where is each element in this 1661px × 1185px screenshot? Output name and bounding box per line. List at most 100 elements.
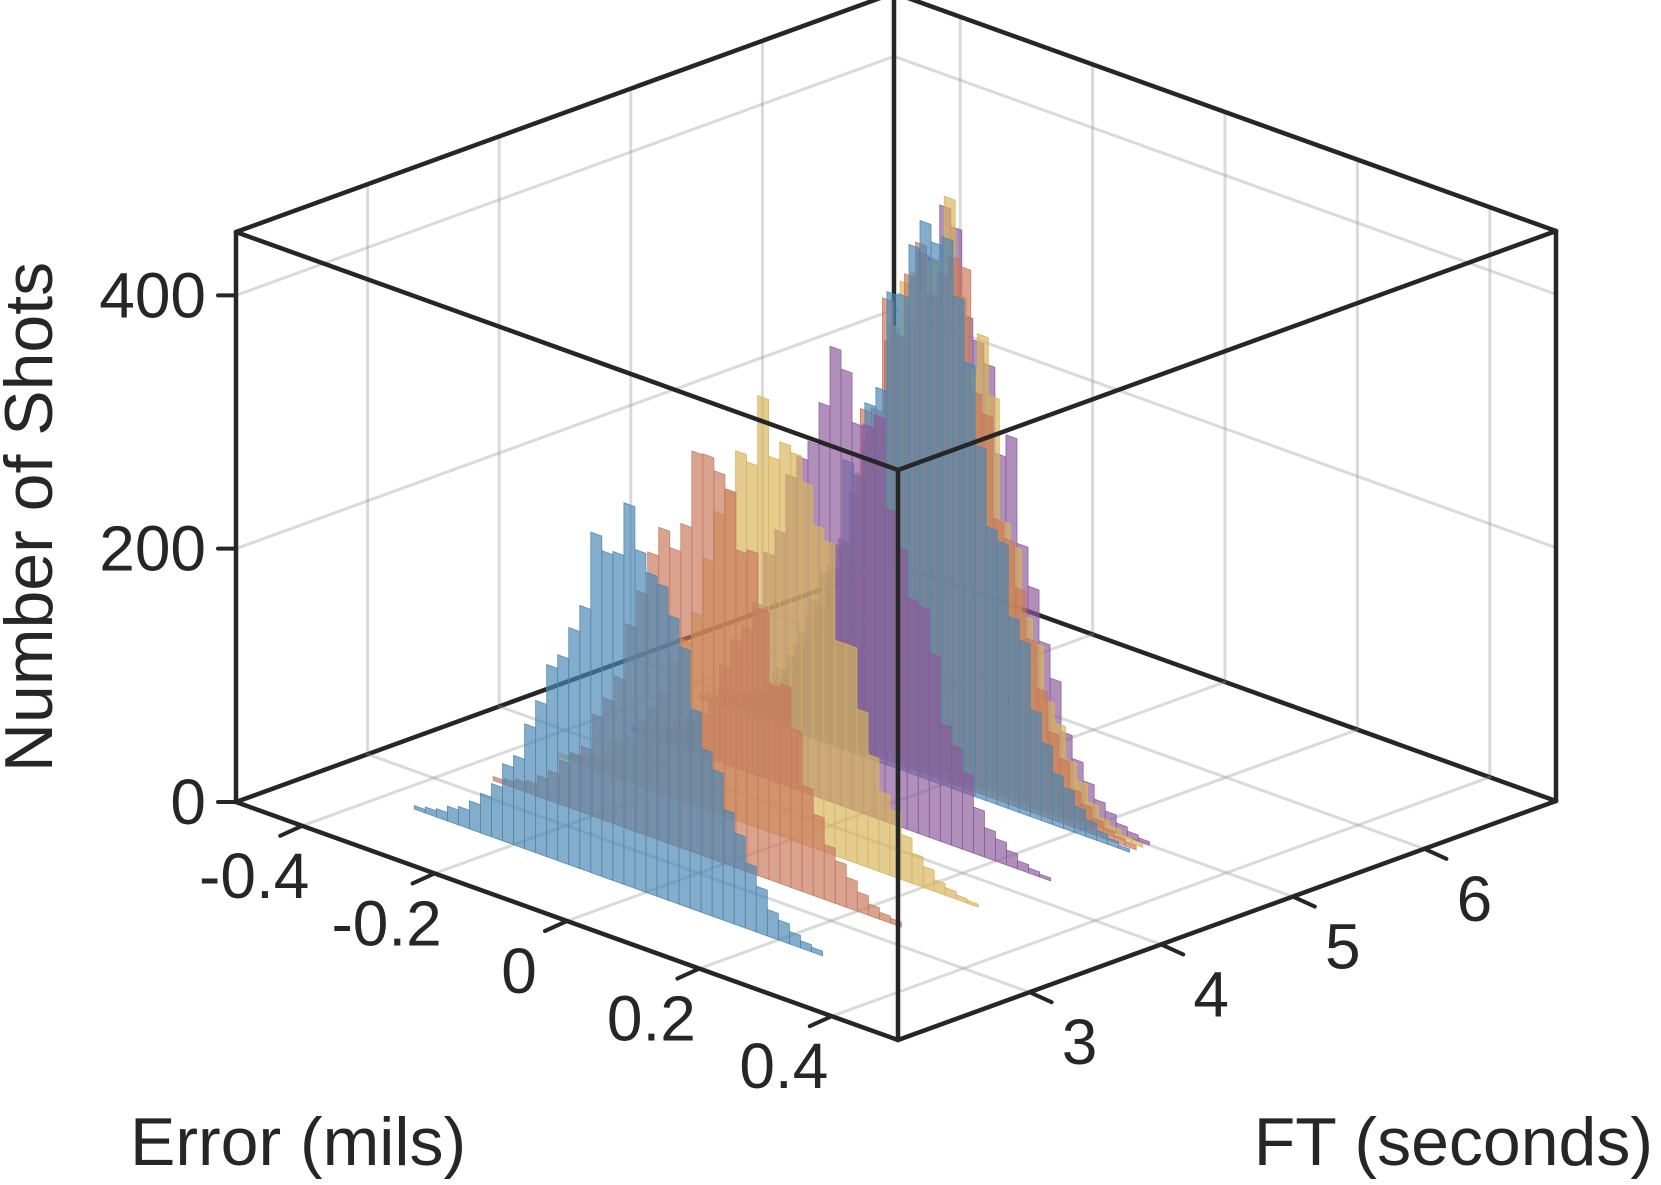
histogram-bar <box>744 862 757 933</box>
histogram-bar <box>623 502 636 889</box>
histogram-bar <box>524 723 537 854</box>
histogram-bar <box>446 805 459 826</box>
grid-line <box>234 54 896 297</box>
x-tick <box>543 919 569 933</box>
histogram-bar <box>900 833 913 884</box>
y-tick-label: 3 <box>1062 1006 1098 1078</box>
grid-line <box>234 308 896 551</box>
histogram-bar <box>590 531 603 878</box>
histogram-bar <box>612 550 625 885</box>
histogram-bar <box>812 813 825 900</box>
histogram-bar <box>1051 772 1064 829</box>
x-tick <box>410 871 437 886</box>
axis-line <box>895 228 1559 473</box>
histogram-bar <box>963 360 976 798</box>
histogram-bar <box>1018 639 1031 818</box>
histogram-bar <box>1074 805 1086 837</box>
x-tick <box>675 966 702 981</box>
x-axis-title: Error (mils) <box>130 1104 466 1180</box>
histogram-bar <box>1120 833 1133 845</box>
histogram-bar <box>823 539 836 857</box>
y-tick <box>1422 846 1449 861</box>
histogram-bar <box>689 707 702 913</box>
histogram-bar <box>777 919 790 945</box>
histogram-bar <box>1007 615 1020 814</box>
y-tick-labels: 3 4 5 6 <box>1062 863 1492 1078</box>
histogram-bar <box>1063 787 1075 833</box>
y-tick <box>1290 894 1317 909</box>
histogram-bar <box>645 571 658 897</box>
histogram-bar <box>856 891 869 916</box>
histogram-bar <box>1124 841 1137 851</box>
histogram-bar <box>1107 837 1119 849</box>
histogram-bar <box>779 683 792 889</box>
x-tick-label: 0.4 <box>739 1030 828 1102</box>
histogram-bar <box>966 899 979 908</box>
axis-line <box>906 0 1559 234</box>
histogram-bar <box>985 525 998 806</box>
histogram-bar <box>922 865 935 892</box>
x-tick-label: -0.2 <box>331 887 441 959</box>
histogram-bar <box>878 911 891 924</box>
histogram-bar <box>755 885 768 937</box>
histogram-bar <box>962 771 974 854</box>
histogram-bar <box>757 607 770 881</box>
histogram-bar <box>834 859 847 908</box>
histogram-bar <box>1131 839 1144 848</box>
z-tick-labels: 0 200 400 <box>99 259 206 838</box>
histogram-bar <box>790 727 803 892</box>
histogram-bar <box>917 605 930 838</box>
histogram-bar <box>667 614 680 905</box>
histogram-bar <box>952 294 965 794</box>
histogram-bar <box>995 838 1007 866</box>
histogram-bar <box>700 747 713 917</box>
axis-ticks <box>216 293 1449 1029</box>
histogram-bar <box>502 762 514 846</box>
histogram-bar <box>766 908 779 941</box>
histogram-bar <box>933 878 946 896</box>
histogram-bar <box>812 524 825 853</box>
y-tick <box>1027 990 1054 1005</box>
histogram-bar <box>678 645 691 909</box>
z-tick-label: 400 <box>99 259 206 331</box>
histogram-bars <box>413 195 1150 957</box>
histogram-bar <box>1126 830 1139 842</box>
histogram-bar <box>928 652 941 842</box>
histogram-bar <box>568 626 581 870</box>
histogram-bar <box>955 894 968 904</box>
histogram-bar <box>546 663 559 862</box>
histogram-bar <box>811 946 823 957</box>
axis-line <box>233 0 882 235</box>
histogram-bar <box>884 507 897 826</box>
z-tick-label: 0 <box>170 766 206 838</box>
histogram-bar <box>768 683 781 885</box>
histogram-bar <box>996 540 1009 810</box>
histogram-bar <box>722 808 735 925</box>
z-axis-title: Number of Shots <box>0 262 67 772</box>
histogram-bar <box>435 807 448 822</box>
histogram-bar <box>733 832 746 929</box>
histogram-bar <box>735 549 748 873</box>
histogram-bar <box>579 604 592 874</box>
histogram-bar <box>469 800 481 834</box>
histogram-bar <box>1118 844 1131 853</box>
histogram-bar <box>634 548 647 893</box>
histogram-bar <box>1113 834 1126 847</box>
x-tick-label: -0.4 <box>199 840 309 912</box>
histogram-bar <box>513 754 525 850</box>
histogram-bar <box>973 806 985 858</box>
histogram-bar <box>1029 708 1042 822</box>
y-tick-label: 5 <box>1325 911 1361 983</box>
histogram-bar <box>800 940 812 953</box>
histogram-bar <box>974 444 987 802</box>
histogram-bar <box>711 768 724 921</box>
histogram-bar <box>788 930 801 949</box>
histogram-bar <box>834 639 847 861</box>
histogram-bar <box>656 582 669 901</box>
histogram-bar <box>845 643 858 865</box>
histogram-bar <box>911 852 924 888</box>
histogram-bar <box>867 753 880 873</box>
histogram-bar <box>424 806 437 818</box>
y-tick-label: 4 <box>1193 958 1229 1030</box>
histogram-bar <box>413 805 426 814</box>
